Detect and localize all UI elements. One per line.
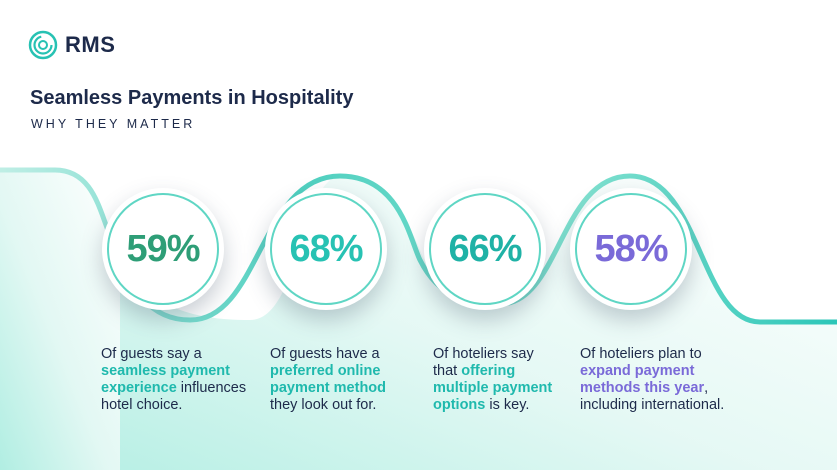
description-line: Of hoteliers say — [433, 346, 534, 362]
description-line: hotel choice. — [101, 397, 183, 413]
highlight-text: methods this year — [580, 380, 705, 396]
description-line: methods this year, — [580, 380, 709, 396]
stat-description-68: Of guests have a preferred online payment … — [270, 346, 386, 414]
rms-logo-icon — [28, 30, 58, 60]
highlight-text: options — [433, 397, 486, 413]
description-line: they look out for. — [270, 397, 377, 413]
stat-circle-58: 58% — [570, 188, 692, 310]
description-line: expand payment — [580, 363, 724, 380]
stat-circle-68: 68% — [265, 188, 387, 310]
description-line: options is key. — [433, 397, 530, 413]
description-line: that offering — [433, 363, 516, 379]
stat-description-59: Of guests say a seamless payment experienc… — [101, 346, 246, 414]
highlight-text: multiple payment — [433, 380, 553, 396]
stat-description-58: Of hoteliers plan to expand payment method… — [580, 346, 724, 414]
description-line: preferred online — [270, 363, 386, 380]
rms-logo: RMS — [28, 30, 115, 60]
stat-value: 58% — [594, 227, 668, 270]
highlight-text: preferred online — [270, 363, 381, 379]
description-line: Of hoteliers plan to — [580, 346, 702, 362]
description-line: multiple payment — [433, 380, 552, 397]
page-title: Seamless Payments in Hospitality — [30, 87, 354, 109]
highlight-text: payment method — [270, 380, 387, 396]
stat-value: 68% — [289, 227, 363, 270]
description-line: seamless payment — [101, 363, 246, 380]
page-subtitle: WHY THEY MATTER — [31, 117, 196, 131]
description-line: Of guests have a — [270, 346, 380, 362]
description-line: Of guests say a — [101, 346, 202, 362]
description-line: including international. — [580, 397, 725, 413]
stat-value: 66% — [448, 227, 522, 270]
description-line: experience influences — [101, 380, 247, 396]
stat-circle-66: 66% — [424, 188, 546, 310]
highlight-text: expand payment — [580, 363, 695, 379]
highlight-text: offering — [461, 363, 516, 379]
highlight-text: seamless payment — [101, 363, 230, 379]
description-line: payment method — [270, 380, 386, 397]
highlight-text: experience — [101, 380, 177, 396]
brand-name: RMS — [65, 32, 116, 57]
stat-value: 59% — [126, 227, 200, 270]
stat-circle-59: 59% — [102, 188, 224, 310]
stat-description-66: Of hoteliers say that offering multiple pa… — [433, 346, 552, 414]
